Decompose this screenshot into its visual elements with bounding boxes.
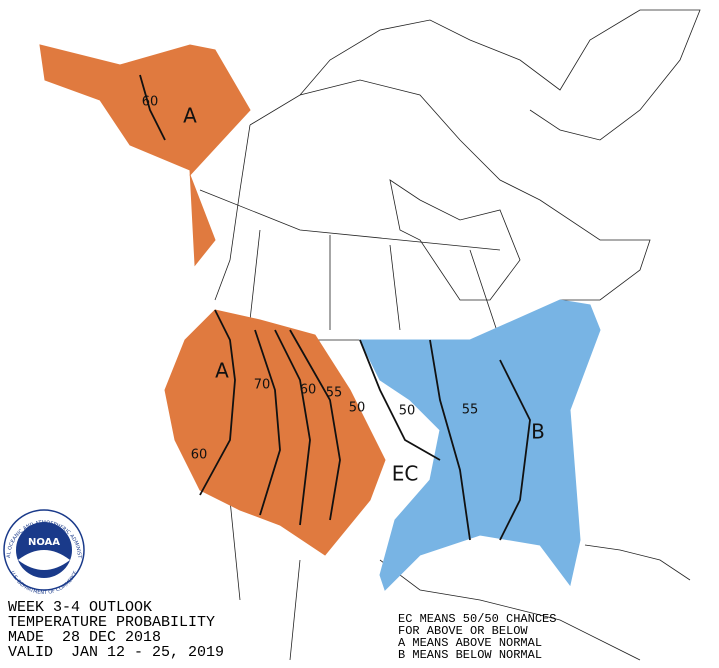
below-normal-east <box>359 299 601 591</box>
map-label: 55 <box>326 386 343 401</box>
title-line: MADE 28 DEC 2018 <box>8 629 161 646</box>
contour <box>139 74 531 541</box>
map-label: A <box>183 104 197 128</box>
map-label: A <box>215 359 229 383</box>
title-line: WEEK 3-4 OUTLOOK <box>8 599 152 616</box>
legend-line: A MEANS ABOVE NORMAL <box>398 636 542 650</box>
above-normal-west <box>164 309 386 556</box>
map-label: 60 <box>300 383 317 398</box>
logo-text: NOAA <box>28 537 60 548</box>
legend-line: EC MEANS 50/50 CHANCES <box>398 612 556 626</box>
above-normal-alaska <box>39 44 251 267</box>
map-label: 70 <box>254 378 271 393</box>
coastline <box>214 9 701 301</box>
map-label: 60 <box>191 448 208 463</box>
map-label: B <box>531 420 545 444</box>
legend-line: FOR ABOVE OR BELOW <box>398 624 528 638</box>
map-label: 50 <box>349 401 366 416</box>
title-line: TEMPERATURE PROBABILITY <box>8 614 215 631</box>
title-line: VALID JAN 12 - 25, 2019 <box>8 644 224 661</box>
map-label: 50 <box>399 404 416 419</box>
map-label: EC <box>392 462 419 486</box>
map-label: 55 <box>462 403 479 418</box>
logo-bird <box>18 550 70 570</box>
map-label: 60 <box>142 95 159 110</box>
legend-line: B MEANS BELOW NORMAL <box>398 648 542 662</box>
